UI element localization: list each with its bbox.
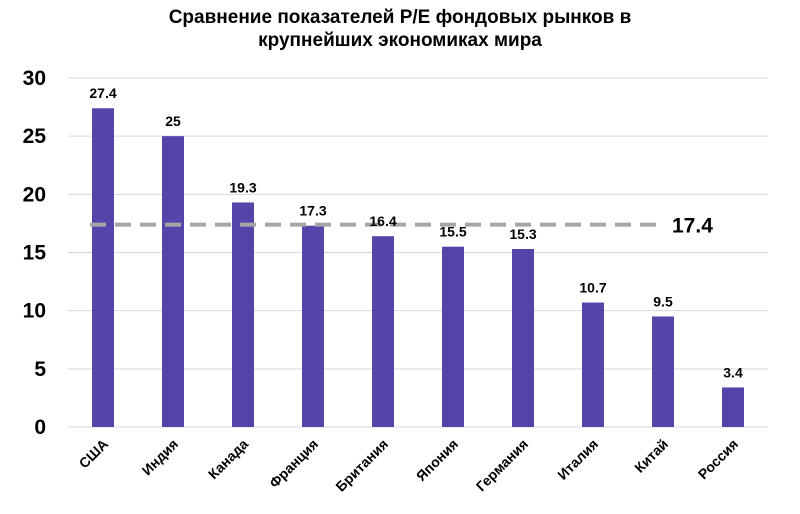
chart-title-line-2: крупнейших экономиках мира [258, 30, 542, 51]
y-tick-label: 5 [34, 358, 46, 381]
bar [302, 225, 324, 427]
gridlines [68, 77, 768, 428]
x-tick-label: Франция [266, 436, 321, 491]
bar [232, 202, 254, 427]
bar [372, 236, 394, 427]
x-tick-label: Британия [332, 436, 391, 495]
value-label: 19.3 [229, 179, 256, 195]
value-label: 9.5 [653, 293, 673, 309]
y-tick-label: 30 [23, 67, 46, 90]
reference-line-group: 17.4 [90, 215, 713, 238]
bar [162, 136, 184, 427]
x-tick-label: Италия [554, 436, 601, 483]
chart-title-line-1: Сравнение показателей P/E фондовых рынко… [168, 7, 632, 28]
x-tick-label: Россия [695, 436, 741, 482]
value-label: 17.3 [299, 203, 326, 219]
y-tick-label: 25 [23, 125, 47, 148]
bar [722, 387, 744, 427]
y-axis-ticks: 0 5 10 15 20 25 30 [23, 67, 47, 439]
value-label: 27.4 [89, 85, 116, 101]
y-tick-label: 0 [34, 416, 46, 439]
bar [652, 316, 674, 427]
bar [512, 249, 534, 427]
x-axis-ticks: США Индия Канада Франция Британия Япония Герма… [76, 436, 742, 495]
value-labels: 27.4 25 19.3 17.3 16.4 15.5 15.3 10.7 9.5 3.4 [89, 85, 743, 380]
value-label: 15.3 [509, 226, 536, 242]
x-tick-label: Германия [473, 436, 531, 494]
x-tick-label: Япония [413, 436, 461, 484]
chart-title: Сравнение показателей P/E фондовых рынко… [0, 6, 800, 52]
y-tick-label: 10 [23, 300, 46, 323]
x-tick-label: Китай [631, 436, 671, 476]
value-label: 25 [165, 113, 181, 129]
value-label: 16.4 [369, 213, 396, 229]
x-tick-label: США [76, 436, 112, 472]
x-tick-label: Канада [205, 436, 251, 482]
value-label: 3.4 [723, 364, 743, 380]
y-tick-label: 15 [23, 242, 47, 265]
bar [582, 302, 604, 427]
bars [92, 108, 744, 427]
y-tick-label: 20 [23, 183, 46, 206]
reference-line-label: 17.4 [672, 215, 713, 238]
value-label: 10.7 [579, 280, 606, 296]
bar [92, 108, 114, 427]
bar [442, 246, 464, 427]
x-tick-label: Индия [139, 436, 182, 479]
value-label: 15.5 [439, 224, 466, 240]
